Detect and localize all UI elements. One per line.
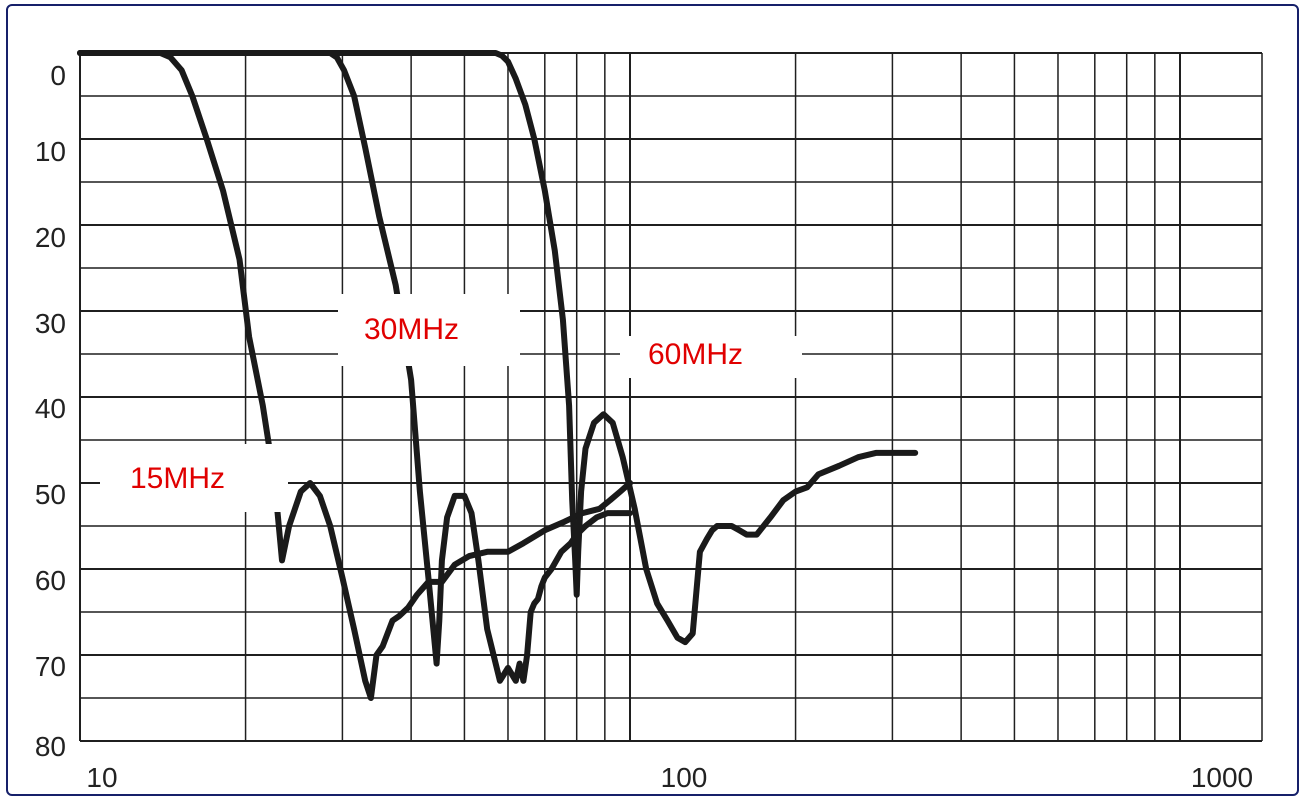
chart-frame	[6, 4, 1299, 796]
x-tick-label-1000: 1000	[1191, 762, 1253, 793]
y-tick-label-30: 30	[35, 308, 66, 339]
y-tick-label-10: 10	[35, 136, 66, 167]
y-tick-label-40: 40	[35, 393, 66, 424]
grid	[79, 52, 1263, 742]
y-tick-label-0: 0	[50, 60, 66, 91]
y-tick-label-70: 70	[35, 651, 66, 682]
annotation-60mhz: 60MHz	[648, 338, 743, 371]
y-tick-label-50: 50	[35, 479, 66, 510]
y-tick-label-60: 60	[35, 565, 66, 596]
annotations: 30MHz 60MHz 15MHz	[100, 294, 802, 512]
annotation-15mhz: 15MHz	[130, 462, 225, 495]
series-line-1	[77, 50, 633, 701]
tick-labels: 0 10 20 30 40 50 60 70 80 10 100 1000	[35, 60, 1253, 793]
annotation-30mhz-bg	[338, 294, 520, 366]
y-tick-label-80: 80	[35, 731, 66, 762]
y-tick-label-20: 20	[35, 222, 66, 253]
x-tick-label-100: 100	[661, 762, 708, 793]
x-tick-label-10: 10	[86, 762, 117, 793]
annotation-15mhz-bg	[100, 444, 288, 512]
annotation-30mhz: 30MHz	[364, 313, 459, 346]
curves	[77, 50, 919, 701]
series-line-2	[77, 50, 633, 684]
annotation-60mhz-bg	[620, 336, 802, 378]
series-line-3	[77, 50, 919, 646]
